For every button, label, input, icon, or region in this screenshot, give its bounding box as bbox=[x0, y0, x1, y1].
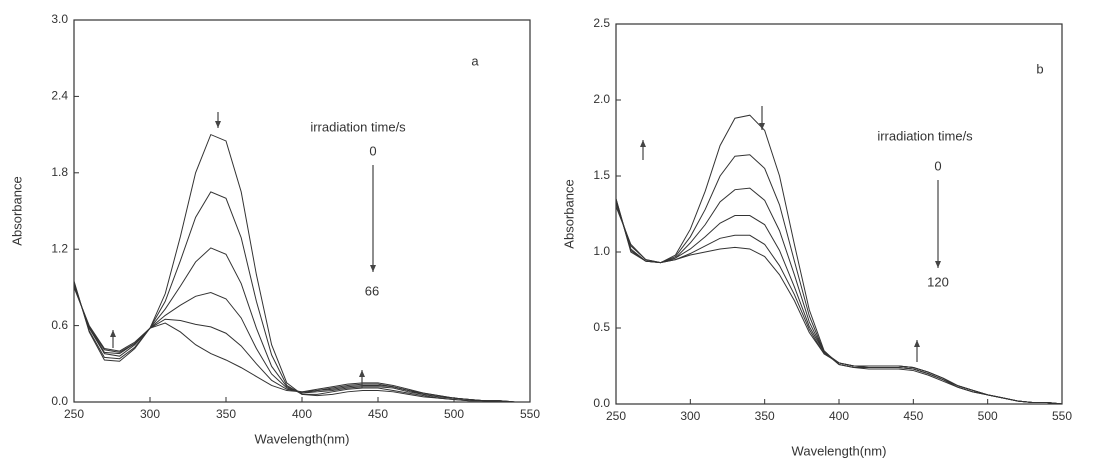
x-tick-label: 300 bbox=[140, 407, 160, 421]
x-tick-label: 350 bbox=[755, 409, 775, 423]
spectrum-line bbox=[73, 191, 530, 403]
spectrum-line bbox=[73, 247, 530, 403]
x-tick-label: 250 bbox=[64, 407, 84, 421]
spectrum-line bbox=[615, 198, 1063, 405]
x-tick-label: 450 bbox=[903, 409, 923, 423]
x-tick-label: 500 bbox=[444, 407, 464, 421]
arrow-head bbox=[215, 121, 221, 128]
arrow-head bbox=[759, 123, 765, 130]
spectrum-line bbox=[615, 200, 1063, 405]
plot-frame bbox=[73, 19, 531, 403]
y-axis-label: Absorbance bbox=[561, 179, 576, 248]
spectrum-line bbox=[615, 114, 1063, 405]
arrow-head bbox=[359, 370, 365, 377]
arrow-head bbox=[914, 340, 920, 347]
annotation-start: 0 bbox=[934, 158, 941, 173]
spectrum-line bbox=[73, 285, 530, 403]
y-tick-label: 1.0 bbox=[593, 244, 610, 258]
spectrum-line bbox=[615, 198, 1063, 405]
spectrum-line bbox=[615, 154, 1063, 405]
y-tick-label: 1.8 bbox=[51, 165, 68, 179]
x-tick-label: 450 bbox=[368, 407, 388, 421]
panel-label: a bbox=[471, 53, 479, 68]
x-axis-label: Wavelength(nm) bbox=[792, 443, 887, 458]
spectrum-line bbox=[73, 285, 530, 403]
arrow-head bbox=[935, 261, 941, 268]
y-axis-label: Absorbance bbox=[9, 176, 24, 245]
y-tick-label: 2.0 bbox=[593, 92, 610, 106]
spectrum-line bbox=[73, 133, 530, 403]
arrow-head bbox=[370, 265, 376, 272]
x-tick-label: 400 bbox=[829, 409, 849, 423]
y-tick-label: 1.2 bbox=[51, 241, 68, 255]
spectrum-line bbox=[73, 287, 530, 403]
plot-frame bbox=[615, 23, 1063, 405]
arrow-head bbox=[110, 330, 116, 337]
arrow-head bbox=[640, 140, 646, 147]
x-tick-label: 400 bbox=[292, 407, 312, 421]
annotation-end: 120 bbox=[927, 274, 949, 289]
y-tick-label: 1.5 bbox=[593, 168, 610, 182]
x-tick-label: 500 bbox=[978, 409, 998, 423]
x-axis-label: Wavelength(nm) bbox=[255, 431, 350, 446]
spectrum-line bbox=[615, 187, 1063, 405]
x-tick-label: 250 bbox=[606, 409, 626, 423]
annotation-title: irradiation time/s bbox=[310, 119, 406, 134]
annotation-start: 0 bbox=[369, 143, 376, 158]
x-tick-label: 300 bbox=[680, 409, 700, 423]
annotation-title: irradiation time/s bbox=[877, 128, 973, 143]
x-tick-label: 550 bbox=[1052, 409, 1072, 423]
y-tick-label: 2.5 bbox=[593, 16, 610, 30]
y-tick-label: 0.6 bbox=[51, 318, 68, 332]
y-tick-label: 0.5 bbox=[593, 320, 610, 334]
x-tick-label: 550 bbox=[520, 407, 540, 421]
y-tick-label: 0.0 bbox=[51, 394, 68, 408]
panel-label: b bbox=[1036, 61, 1043, 76]
annotation-end: 66 bbox=[365, 283, 379, 298]
y-tick-label: 0.0 bbox=[593, 396, 610, 410]
y-tick-label: 2.4 bbox=[51, 89, 68, 103]
x-tick-label: 350 bbox=[216, 407, 236, 421]
y-tick-label: 3.0 bbox=[51, 12, 68, 26]
